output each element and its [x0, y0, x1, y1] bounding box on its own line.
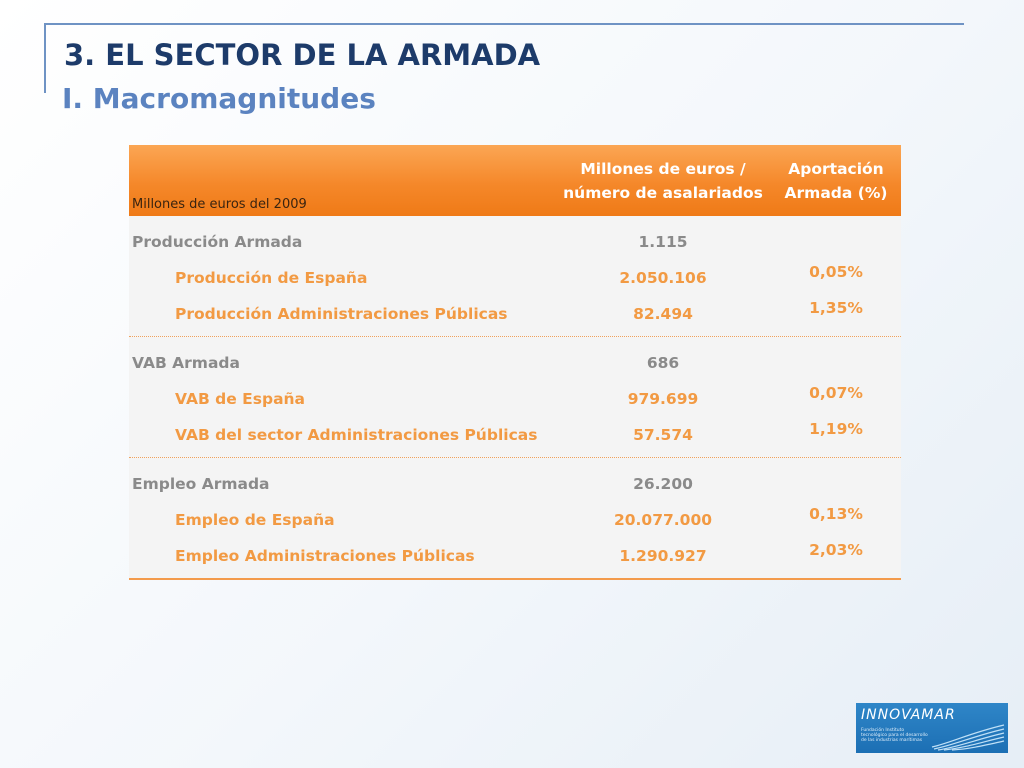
frame-top-line: [44, 23, 964, 25]
row-value: 686: [646, 354, 680, 372]
wave-icon: [931, 724, 1005, 751]
group-empleo: Empleo Armada 26.200 Empleo de España 20…: [129, 458, 901, 578]
row-pct: 0,05%: [809, 263, 863, 281]
row-value: 1.290.927: [619, 547, 707, 565]
table-row: Producción Armada 1.115: [129, 224, 901, 260]
header-millones: Millones de euros / número de asalariado…: [555, 157, 771, 205]
macromagnitudes-table: Millones de euros del 2009 Millones de e…: [129, 145, 901, 580]
table-row: VAB Armada 686: [129, 345, 901, 381]
row-label: Producción de España: [175, 269, 368, 287]
row-pct: 1,19%: [809, 420, 863, 438]
header-aportacion: Aportación Armada (%): [776, 157, 896, 205]
table-header: Millones de euros del 2009 Millones de e…: [129, 145, 901, 216]
row-label: Empleo de España: [175, 511, 335, 529]
row-label: VAB de España: [175, 390, 306, 408]
logo-tagline: Fundación Instituto tecnológico para el …: [861, 728, 928, 743]
table-row: Empleo Armada 26.200: [129, 466, 901, 502]
row-value: 2.050.106: [619, 269, 707, 287]
header-aportacion-text: Aportación Armada (%): [784, 160, 888, 202]
table-row: VAB del sector Administraciones Públicas…: [129, 417, 901, 453]
frame-left-line: [44, 23, 46, 93]
logo-brand: INNOVAMAR: [861, 707, 956, 723]
table-row: VAB de España 979.699 0,07%: [129, 381, 901, 417]
row-value: 26.200: [633, 475, 693, 493]
table-row: Producción de España 2.050.106 0,05%: [129, 260, 901, 296]
table-row: Empleo de España 20.077.000 0,13%: [129, 502, 901, 538]
table-row: Empleo Administraciones Públicas 1.290.9…: [129, 538, 901, 574]
row-value: 57.574: [633, 426, 693, 444]
row-label: VAB del sector Administraciones Públicas: [175, 426, 538, 444]
row-pct: 0,13%: [809, 505, 863, 523]
row-pct: 2,03%: [809, 541, 863, 559]
group-vab: VAB Armada 686 VAB de España 979.699 0,0…: [129, 337, 901, 458]
row-label: Empleo Administraciones Públicas: [175, 547, 475, 565]
innovamar-logo: INNOVAMAR Fundación Instituto tecnológic…: [856, 703, 1008, 753]
slide-subtitle: I. Macromagnitudes: [62, 82, 376, 115]
header-corner-label: Millones de euros del 2009: [132, 197, 307, 212]
group-produccion: Producción Armada 1.115 Producción de Es…: [129, 216, 901, 337]
row-label: VAB Armada: [132, 354, 240, 372]
row-value: 20.077.000: [613, 511, 713, 529]
row-value: 82.494: [633, 305, 693, 323]
row-label: Empleo Armada: [132, 475, 270, 493]
row-value: 1.115: [638, 233, 688, 251]
slide-title: 3. EL SECTOR DE LA ARMADA: [64, 38, 541, 72]
header-millones-text: Millones de euros / número de asalariado…: [563, 160, 763, 202]
row-pct: 1,35%: [809, 299, 863, 317]
table-row: Producción Administraciones Públicas 82.…: [129, 296, 901, 332]
row-label: Producción Armada: [132, 233, 303, 251]
row-pct: 0,07%: [809, 384, 863, 402]
row-value: 979.699: [627, 390, 699, 408]
row-label: Producción Administraciones Públicas: [175, 305, 508, 323]
